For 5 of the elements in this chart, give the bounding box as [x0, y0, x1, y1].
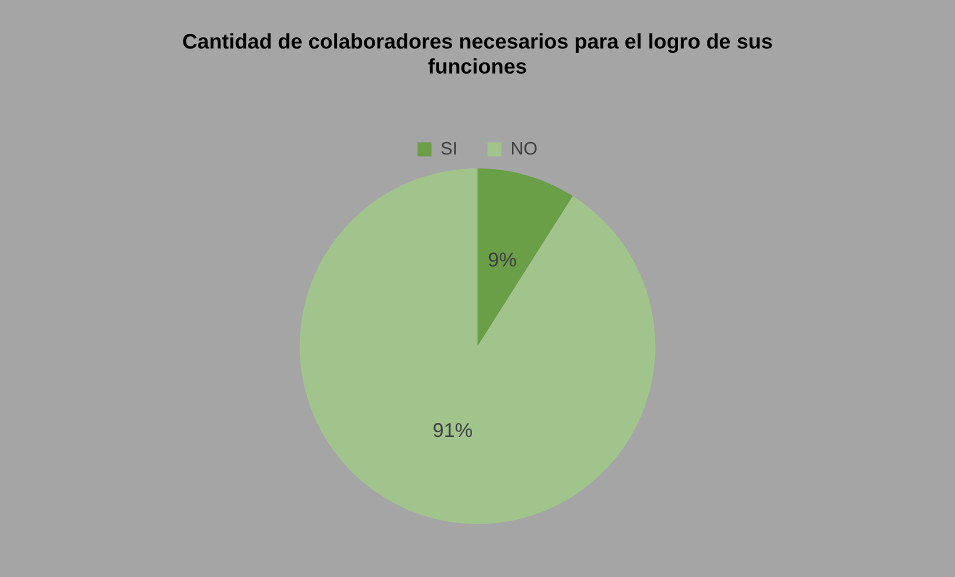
chart-title: Cantidad de colaboradores necesarios para el logro de sus funciones: [182, 30, 773, 79]
legend-label: NO: [510, 138, 538, 158]
legend-label: SI: [440, 138, 458, 158]
data-label: 91%: [432, 420, 473, 442]
data-label: 9%: [488, 249, 517, 272]
